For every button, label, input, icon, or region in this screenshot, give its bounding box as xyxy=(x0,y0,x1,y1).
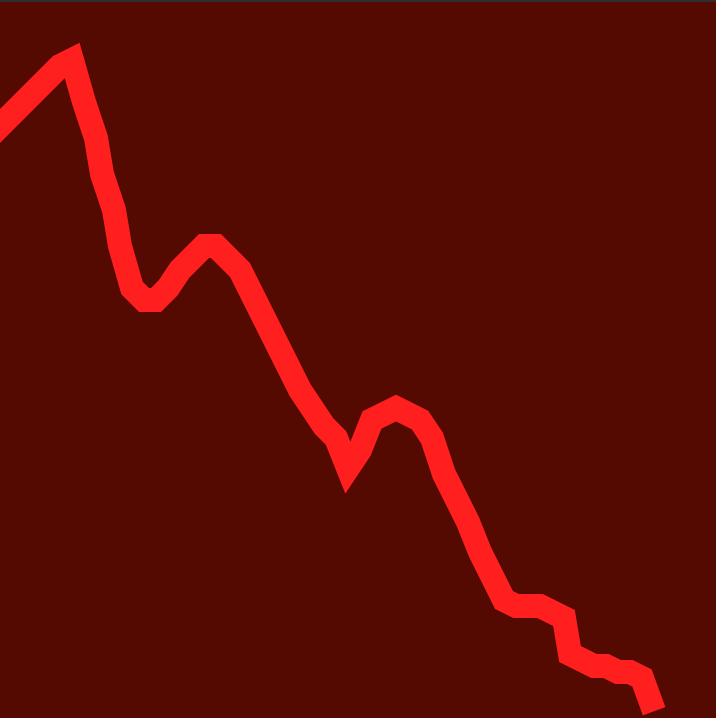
red-pixel-trail xyxy=(0,42,666,716)
window-top-edge xyxy=(0,0,716,2)
